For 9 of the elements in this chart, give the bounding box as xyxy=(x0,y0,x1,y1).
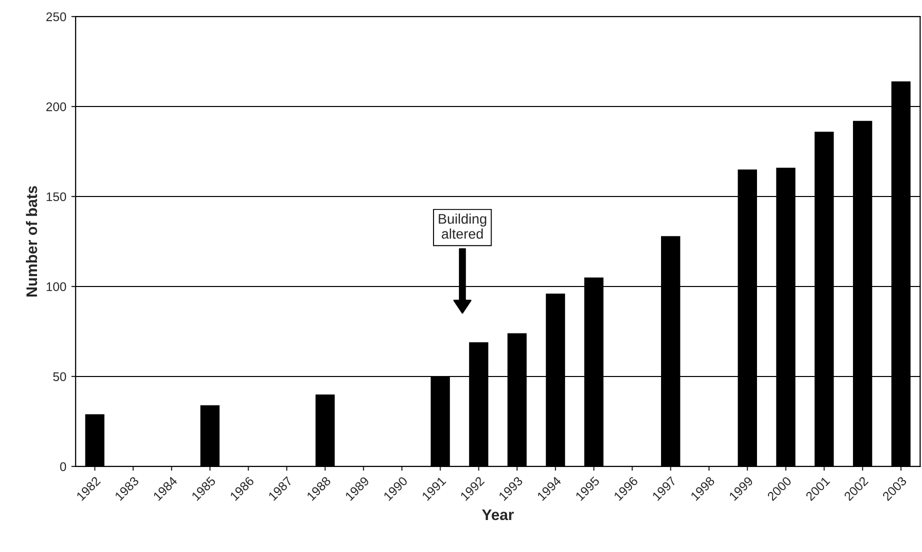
y-axis-title: Number of bats xyxy=(26,186,38,296)
y-tick-label: 50 xyxy=(53,372,66,382)
y-tick-label: 150 xyxy=(46,192,66,202)
y-tick-label: 100 xyxy=(46,282,66,292)
y-tick-label: 0 xyxy=(60,462,66,472)
y-tick-label: 250 xyxy=(46,12,66,22)
y-tick-label: 200 xyxy=(46,102,66,112)
annotation: Building altered xyxy=(438,214,486,239)
x-axis-title: Year xyxy=(482,509,514,520)
